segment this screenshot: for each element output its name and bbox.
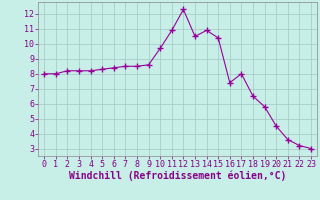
X-axis label: Windchill (Refroidissement éolien,°C): Windchill (Refroidissement éolien,°C) bbox=[69, 171, 286, 181]
